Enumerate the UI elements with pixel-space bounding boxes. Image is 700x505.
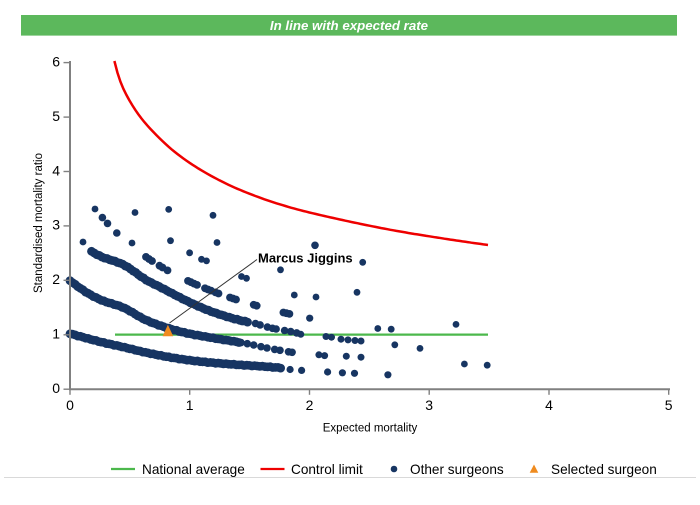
svg-text:5: 5 [52,108,60,124]
svg-text:3: 3 [425,397,433,413]
svg-text:Control limit: Control limit [291,462,363,477]
svg-text:0: 0 [66,397,74,413]
svg-text:Other surgeons: Other surgeons [410,462,504,477]
svg-text:2: 2 [52,271,60,287]
svg-text:1: 1 [52,326,60,342]
svg-text:Selected surgeon: Selected surgeon [551,462,657,477]
svg-text:2: 2 [306,397,314,413]
svg-text:4: 4 [52,162,60,178]
svg-text:5: 5 [665,397,673,413]
svg-text:0: 0 [52,380,60,396]
svg-text:National average: National average [142,462,245,477]
svg-text:4: 4 [545,397,553,413]
svg-text:In line with expected rate: In line with expected rate [270,18,429,33]
svg-text:3: 3 [52,217,60,233]
svg-text:6: 6 [52,53,60,69]
svg-text:Standardised mortality ratio: Standardised mortality ratio [33,153,45,293]
svg-text:Expected mortality: Expected mortality [323,423,418,435]
svg-text:Marcus Jiggins: Marcus Jiggins [258,251,353,266]
svg-text:1: 1 [186,397,194,413]
